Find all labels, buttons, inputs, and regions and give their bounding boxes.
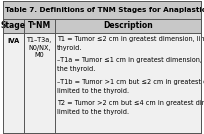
Text: –T1a = Tumor ≤1 cm in greatest dimension, limited to: –T1a = Tumor ≤1 cm in greatest dimension…: [57, 57, 204, 63]
Text: limited to the thyroid.: limited to the thyroid.: [57, 109, 129, 115]
Text: IVA: IVA: [7, 38, 20, 44]
Text: Stage: Stage: [1, 21, 26, 30]
Text: T1–T3a,
N0/NX,
M0: T1–T3a, N0/NX, M0: [27, 37, 52, 58]
Bar: [3, 1, 201, 19]
Text: T2 = Tumor >2 cm but ≤4 cm in greatest dimension,: T2 = Tumor >2 cm but ≤4 cm in greatest d…: [57, 100, 204, 106]
Text: –T1b = Tumor >1 cm but ≤2 cm in greatest dimension,: –T1b = Tumor >1 cm but ≤2 cm in greatest…: [57, 79, 204, 85]
Text: TᵇNM: TᵇNM: [28, 21, 51, 30]
Text: T1 = Tumor ≤2 cm in greatest dimension, limited to: T1 = Tumor ≤2 cm in greatest dimension, …: [57, 36, 204, 42]
Text: Description: Description: [103, 21, 153, 30]
Bar: [3, 19, 201, 33]
Bar: [3, 33, 201, 133]
Text: limited to the thyroid.: limited to the thyroid.: [57, 88, 129, 94]
Text: thyroid.: thyroid.: [57, 45, 82, 51]
Text: Table 7. Definitions of TNM Stages for Anaplastic Thyroid Ca: Table 7. Definitions of TNM Stages for A…: [6, 7, 204, 13]
Text: the thyroid.: the thyroid.: [57, 66, 95, 72]
